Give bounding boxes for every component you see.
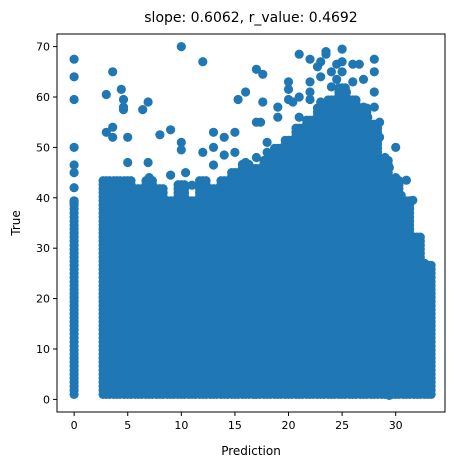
scatter-points [69, 42, 436, 400]
data-point [351, 95, 361, 105]
data-point [201, 176, 211, 186]
data-point [126, 176, 136, 186]
data-point [158, 184, 168, 194]
data-point [179, 180, 190, 190]
